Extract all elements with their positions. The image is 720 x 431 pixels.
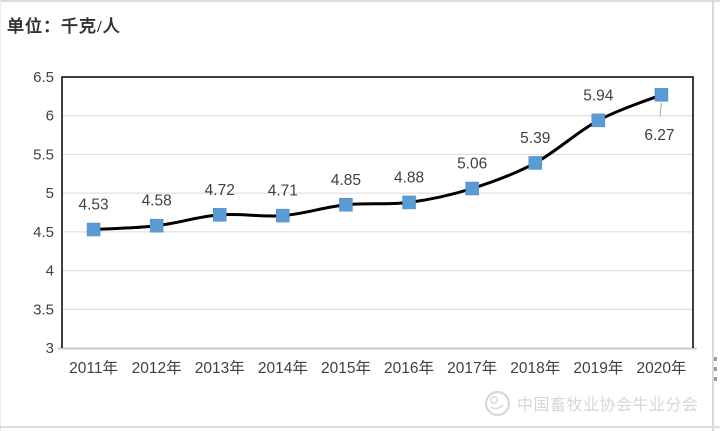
top-edge-divider xyxy=(0,0,720,2)
data-point-marker xyxy=(402,195,416,210)
data-label: 6.27 xyxy=(644,127,674,144)
y-tick-label: 5 xyxy=(46,185,54,202)
edge-speck xyxy=(714,377,717,381)
y-tick-label: 6.5 xyxy=(33,69,54,86)
data-point-marker xyxy=(339,198,353,212)
x-tick-label: 2014年 xyxy=(258,359,308,377)
cattle-association-logo-icon xyxy=(484,390,511,416)
edge-speck xyxy=(714,367,717,371)
data-label: 4.71 xyxy=(268,183,298,200)
data-label: 5.06 xyxy=(457,155,487,172)
data-point-marker xyxy=(591,113,606,128)
data-point-marker xyxy=(149,218,164,233)
data-point-marker xyxy=(654,88,669,102)
x-tick-label: 2017年 xyxy=(447,359,497,377)
y-tick-label: 4 xyxy=(46,263,54,280)
watermark-text: 中国畜牧业协会牛业分会 xyxy=(517,397,699,414)
y-tick-label: 4.5 xyxy=(33,224,54,241)
bottom-edge-divider xyxy=(0,426,720,428)
data-label-leader-line xyxy=(659,102,662,117)
series-line xyxy=(92,93,663,231)
data-label: 4.88 xyxy=(394,169,424,186)
data-label: 4.53 xyxy=(78,197,108,214)
y-tick-label: 3.5 xyxy=(33,301,54,318)
data-point-marker xyxy=(86,222,101,237)
data-label: 5.94 xyxy=(583,87,614,104)
x-tick-label: 2012年 xyxy=(132,359,182,377)
data-point-marker xyxy=(465,181,479,196)
x-tick-label: 2016年 xyxy=(384,359,434,377)
data-label: 5.39 xyxy=(520,130,550,147)
data-point-marker xyxy=(213,208,227,222)
y-tick-label: 3 xyxy=(46,340,54,357)
data-label: 4.85 xyxy=(331,172,361,189)
x-tick-label: 2019年 xyxy=(573,359,623,377)
x-tick-label: 2018年 xyxy=(510,359,560,377)
x-tick-label: 2015年 xyxy=(321,359,371,377)
y-tick-label: 5.5 xyxy=(33,146,54,163)
data-label: 4.72 xyxy=(205,182,235,199)
watermark: 中国畜牧业协会牛业分会 xyxy=(484,388,699,418)
edge-speck xyxy=(714,357,717,361)
unit-label: 单位：千克/人 xyxy=(7,17,121,36)
x-tick-label: 2011年 xyxy=(69,359,118,377)
plot-border xyxy=(61,76,694,348)
x-tick-label: 2020年 xyxy=(636,359,686,377)
data-point-marker xyxy=(276,208,290,223)
y-tick-label: 6 xyxy=(46,108,54,125)
x-tick-label: 2013年 xyxy=(195,359,245,377)
left-edge-divider xyxy=(0,0,1,431)
data-point-marker xyxy=(528,156,542,170)
data-label: 4.58 xyxy=(142,193,172,210)
right-edge-scroll-track xyxy=(712,0,714,431)
